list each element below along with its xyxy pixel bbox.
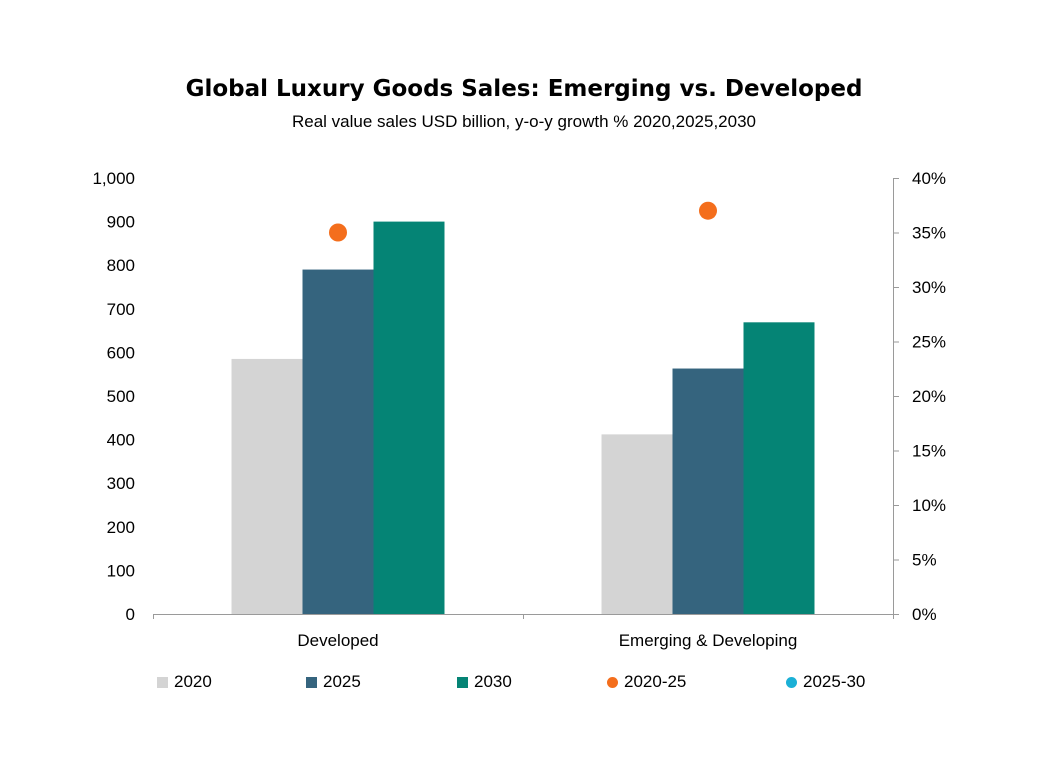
legend-label: 2020-25 [624,672,687,691]
legend-item-2025: 2025 [306,672,361,692]
legend-item-2030: 2030 [457,672,512,692]
x-category-label: Developed [297,631,378,650]
left-axis-tick-label: 200 [107,518,135,537]
legend-label: 2025 [323,672,361,691]
x-category-label: Emerging & Developing [619,631,798,650]
left-axis-tick-label: 300 [107,474,135,493]
chart-legend: 2020 2025 2030 2020-25 2025-30 [0,672,1048,696]
legend-marker-square [457,676,468,688]
chart-subtitle: Real value sales USD billion, y-o-y grow… [292,112,756,131]
legend-marker-dot [786,676,797,688]
right-axis-tick-label: 30% [912,278,946,297]
left-axis-tick-label: 0 [126,605,135,624]
right-axis-tick-label: 25% [912,333,946,352]
legend-marker-square [306,676,317,688]
legend-item-2020: 2020 [157,672,212,692]
right-axis-tick-label: 40% [912,169,946,188]
chart-title: Global Luxury Goods Sales: Emerging vs. … [185,76,863,102]
left-axis-tick-label: 800 [107,256,135,275]
right-axis-tick-label: 15% [912,442,946,461]
bar-2030-developed [373,221,445,614]
bar-2025-developed [302,269,374,614]
legend-marker-dot [607,676,618,688]
legend-label: 2025-30 [803,672,866,691]
legend-label: 2030 [474,672,512,691]
left-axis-tick-label: 700 [107,300,135,319]
left-axis-tick-label: 600 [107,343,135,362]
right-axis-tick-label: 0% [912,605,937,624]
bar-2020-emerging-developing [601,434,673,614]
right-axis-tick-label: 35% [912,224,946,243]
left-axis-tick-label: 1,000 [92,169,135,188]
legend-label: 2020 [174,672,212,691]
point-2020-25 [329,223,347,242]
legend-marker-square [157,676,168,688]
right-axis-tick-label: 5% [912,551,937,570]
left-axis-tick-label: 100 [107,561,135,580]
bar-2025-emerging-developing [672,368,744,614]
left-axis-tick-label: 500 [107,387,135,406]
left-axis-tick-label: 400 [107,431,135,450]
left-axis-tick-label: 900 [107,213,135,232]
legend-item-2025-30: 2025-30 [786,672,865,692]
bar-2020-developed [231,358,303,614]
right-axis-tick-label: 10% [912,496,946,515]
legend-item-2020-25: 2020-25 [607,672,686,692]
point-2020-25 [699,201,717,220]
bar-2030-emerging-developing [743,322,815,614]
right-axis-tick-label: 20% [912,387,946,406]
